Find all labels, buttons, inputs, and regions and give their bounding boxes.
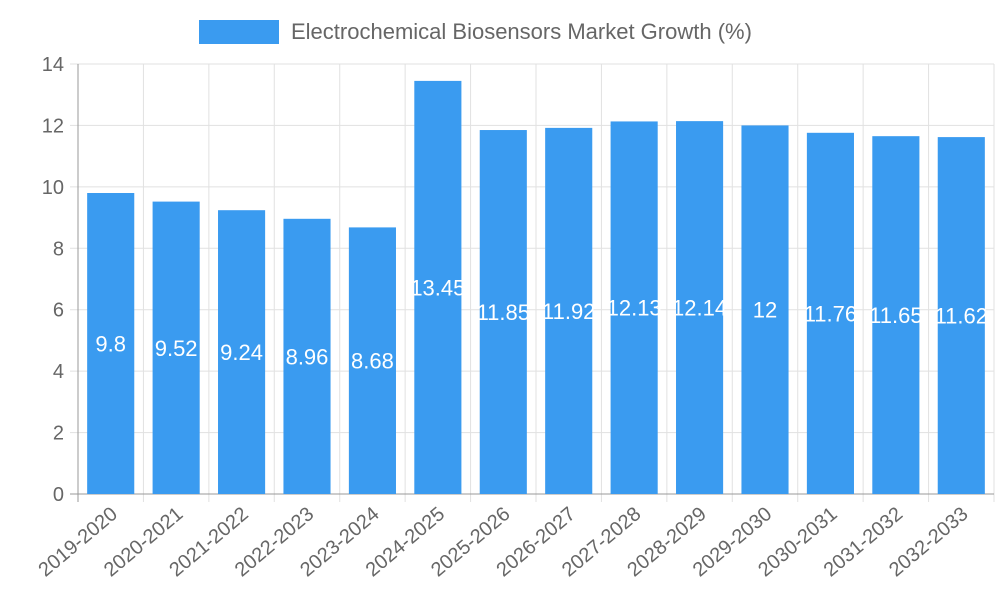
data-label: 11.62 [935, 304, 988, 329]
data-label: 13.45 [410, 275, 465, 300]
bar[interactable] [741, 125, 789, 494]
bar[interactable] [610, 121, 658, 494]
bar[interactable] [152, 201, 200, 494]
bar[interactable] [87, 193, 135, 494]
bars [87, 80, 985, 495]
data-label: 9.8 [95, 332, 126, 357]
data-label: 8.96 [286, 344, 329, 369]
data-label: 9.52 [155, 336, 198, 361]
y-tick-label: 6 [53, 300, 64, 322]
data-label: 9.24 [220, 340, 263, 365]
y-tick-label: 0 [53, 484, 64, 506]
bar[interactable] [545, 127, 593, 494]
legend-swatch [199, 20, 279, 44]
data-label: 12.14 [672, 296, 727, 321]
bar[interactable] [937, 137, 985, 494]
bar[interactable] [414, 80, 462, 495]
y-tick-label: 4 [53, 361, 64, 383]
bar[interactable] [806, 132, 854, 495]
data-label: 8.68 [351, 349, 394, 374]
data-label: 11.65 [869, 303, 922, 328]
legend[interactable]: Electrochemical Biosensors Market Growth… [199, 19, 752, 44]
y-tick-label: 8 [53, 238, 64, 260]
bar[interactable] [283, 218, 331, 495]
y-axis-ticks: 0 2 4 6 8 10 12 14 [42, 54, 64, 506]
y-tick-label: 14 [42, 54, 64, 76]
bar[interactable] [218, 210, 266, 494]
legend-label: Electrochemical Biosensors Market Growth… [291, 19, 752, 44]
data-label: 12 [753, 298, 777, 323]
data-labels: 9.8 9.52 9.24 8.96 8.68 13.45 11.85 11.92 12.13 1… [95, 275, 988, 373]
bar[interactable] [676, 121, 724, 494]
bar[interactable] [348, 227, 396, 494]
bar[interactable] [479, 130, 527, 495]
y-tick-label: 2 [53, 423, 64, 445]
x-axis-ticks: 2019-20202020-20212021-20222022-20232023… [35, 503, 973, 581]
data-label: 11.85 [477, 300, 530, 325]
data-label: 12.13 [607, 296, 662, 321]
data-label: 11.92 [542, 299, 595, 324]
gridlines [70, 63, 995, 502]
y-tick-label: 10 [42, 177, 64, 199]
y-tick-label: 12 [42, 115, 64, 137]
data-label: 11.76 [804, 301, 857, 326]
bar[interactable] [872, 136, 920, 494]
